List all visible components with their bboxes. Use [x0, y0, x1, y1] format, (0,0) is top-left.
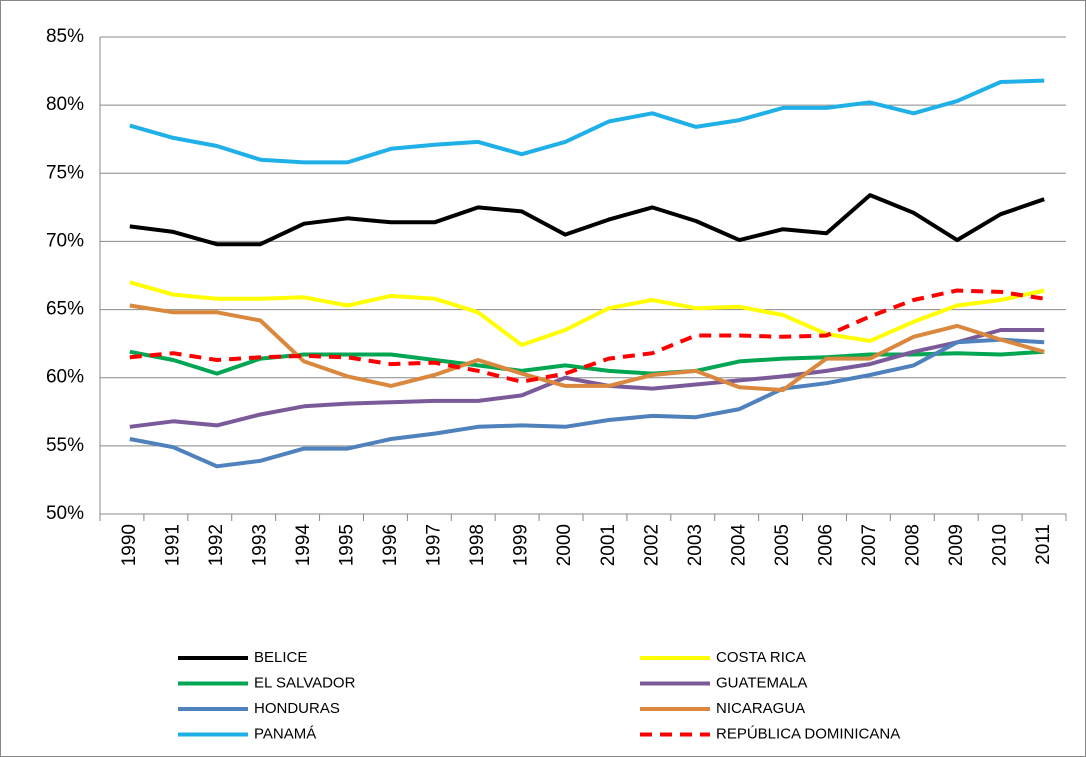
x-tick-label: 1996: [380, 524, 401, 566]
x-tick-label: 2007: [859, 524, 880, 566]
x-tick-label: 2006: [816, 524, 837, 566]
y-tick-label: 80%: [46, 94, 84, 115]
x-tick-label: 1999: [511, 524, 532, 566]
series-line: [129, 280, 1045, 347]
legend-label: PANAMÁ: [254, 725, 316, 742]
x-tick-label: 1995: [337, 524, 358, 566]
y-tick-label: 55%: [46, 435, 84, 456]
x-tick-label: 1998: [467, 524, 488, 566]
x-tick-label: 1991: [162, 524, 183, 566]
legend-label: BELICE: [254, 649, 307, 666]
legend-label: REPÚBLICA DOMINICANA: [716, 725, 900, 742]
x-tick-label: 2009: [946, 524, 967, 566]
legend-label: COSTA RICA: [716, 649, 806, 666]
y-tick-label: 65%: [46, 299, 84, 320]
legend-label: HONDURAS: [254, 700, 340, 717]
series-line: [129, 288, 1045, 384]
x-tick-label: 2004: [728, 524, 749, 567]
x-tick-label: 2011: [1033, 524, 1054, 565]
x-tick-label: 1997: [424, 524, 445, 566]
x-tick-label: 1992: [206, 524, 227, 566]
legend-label: NICARAGUA: [716, 700, 805, 717]
series-line: [129, 193, 1045, 247]
x-tick-label: 2003: [685, 524, 706, 566]
series-line: [129, 303, 1045, 392]
x-tick-label: 2002: [641, 524, 662, 566]
x-tick-label: 2001: [598, 524, 619, 566]
x-tick-label: 2000: [554, 524, 575, 566]
legend-label: GUATEMALA: [716, 674, 807, 691]
x-tick-label: 1994: [293, 524, 314, 567]
y-tick-label: 50%: [46, 503, 84, 524]
x-tick-label: 2010: [990, 524, 1011, 566]
legend-label: EL SALVADOR: [254, 674, 356, 691]
y-tick-label: 85%: [46, 26, 84, 47]
x-tick-label: 1990: [119, 524, 140, 566]
x-tick-label: 2008: [903, 524, 924, 566]
series-line: [129, 328, 1045, 429]
x-tick-label: 2005: [772, 524, 793, 566]
y-tick-label: 60%: [46, 367, 84, 388]
x-tick-label: 1993: [249, 524, 270, 566]
y-tick-label: 75%: [46, 162, 84, 183]
series-line: [129, 337, 1045, 469]
y-tick-label: 70%: [46, 230, 84, 251]
series-line: [129, 78, 1045, 165]
